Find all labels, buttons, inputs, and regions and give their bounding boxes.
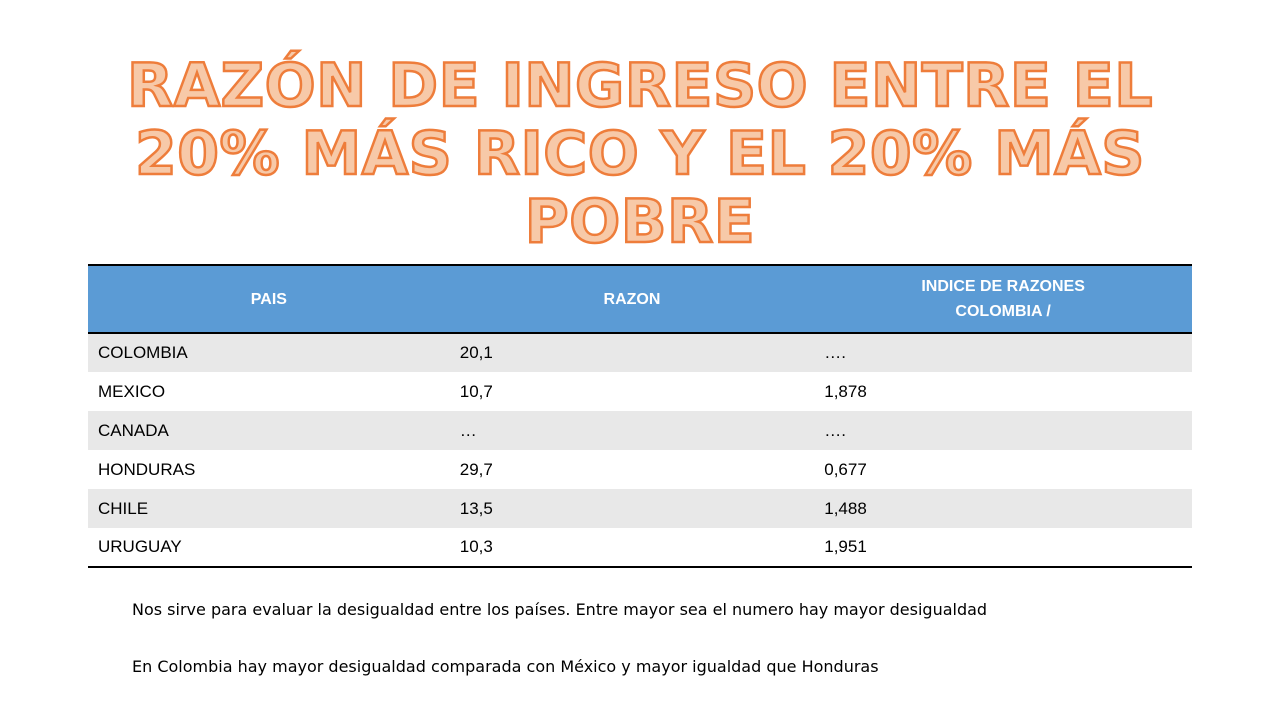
cell-razon: 13,5 [459, 498, 493, 518]
cell-pais: CHILE [98, 498, 149, 518]
cell-pais: URUGUAY [88, 528, 450, 568]
cell-razon: … [459, 420, 477, 440]
table-row: COLOMBIA 20,1 …. [88, 333, 1192, 372]
title-line-3: POBRE [524, 187, 756, 258]
table-body: COLOMBIA 20,1 …. MEXICO 10,7 1,878 CANAD… [88, 333, 1192, 568]
cell-pais: CANADA [98, 420, 169, 440]
note-colombia-comparison: En Colombia hay mayor desigualdad compar… [132, 657, 879, 676]
cell-indice: 1,878 [824, 381, 867, 401]
cell-indice: 0,677 [824, 459, 867, 479]
income-ratio-table: PAIS RAZON INDICE DE RAZONES COLOMBIA / … [88, 264, 1192, 568]
cell-indice: …. [824, 343, 846, 362]
cell-pais: HONDURAS [98, 459, 196, 479]
cell-indice: 1,488 [824, 498, 867, 518]
column-header-razon: RAZON [449, 264, 815, 334]
cell-indice: 1,951 [814, 528, 1192, 568]
column-header-pais: PAIS [88, 264, 450, 334]
cell-razon: 10,3 [449, 528, 815, 568]
cell-pais: MEXICO [98, 381, 166, 401]
title-line-1: RAZÓN DE INGRESO ENTRE EL [126, 51, 1154, 122]
table-row: MEXICO 10,7 1,878 [88, 372, 1192, 411]
table-header: PAIS RAZON INDICE DE RAZONES COLOMBIA / [88, 264, 1192, 334]
table-header-row: PAIS RAZON INDICE DE RAZONES COLOMBIA / [88, 264, 1192, 334]
cell-razon: 20,1 [459, 343, 493, 362]
cell-pais: COLOMBIA [98, 343, 188, 362]
column-header-indice-line-1: INDICE DE RAZONES [921, 278, 1085, 295]
column-header-indice-line-2: COLOMBIA / [955, 303, 1051, 320]
table-row: URUGUAY 10,3 1,951 [88, 528, 1192, 568]
column-header-indice: INDICE DE RAZONES COLOMBIA / [814, 264, 1192, 334]
table-row: CHILE 13,5 1,488 [88, 489, 1192, 528]
slide-title: RAZÓN DE INGRESO ENTRE EL 20% MÁS RICO Y… [80, 51, 1200, 258]
note-inequality-definition: Nos sirve para evaluar la desigualdad en… [132, 600, 988, 619]
table-row: CANADA … …. [88, 411, 1192, 450]
cell-razon: 29,7 [459, 459, 493, 479]
title-line-2: 20% MÁS RICO Y EL 20% MÁS [134, 119, 1146, 190]
table-row: HONDURAS 29,7 0,677 [88, 450, 1192, 489]
cell-indice: …. [824, 420, 846, 440]
cell-razon: 10,7 [459, 381, 493, 401]
